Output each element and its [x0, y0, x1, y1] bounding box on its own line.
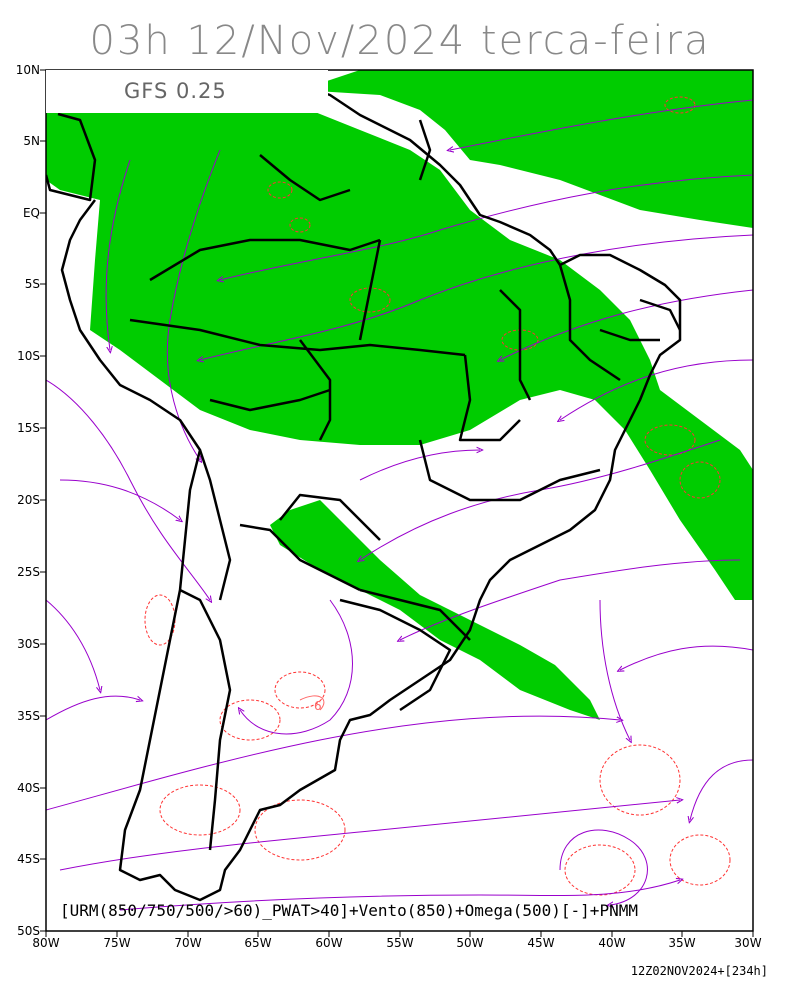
country-borders [46, 78, 682, 902]
lat-label: 10S [17, 349, 40, 363]
lon-label: 60W [315, 936, 343, 950]
product-legend: [URM(850/750/500/>60)_PWAT>40]+Vento(850… [60, 901, 638, 920]
lat-label: 40S [17, 781, 40, 795]
lon-label: 75W [103, 936, 131, 950]
model-label: GFS 0.25 [124, 79, 227, 103]
axis-ticks [40, 69, 754, 937]
lon-label: 80W [32, 936, 60, 950]
lon-label: 50W [456, 936, 484, 950]
lat-label: EQ [22, 206, 40, 220]
map-title: 03h 12/Nov/2024 terca-feira [89, 18, 711, 64]
lon-label: 55W [386, 936, 414, 950]
run-stamp: 12Z02NOV2024+[234h] [630, 964, 768, 978]
wind-streamlines [46, 99, 753, 911]
lat-label: 50S [17, 924, 40, 938]
lat-label: 15S [17, 421, 40, 435]
lon-label: 30W [734, 936, 762, 950]
lat-label: 5N [23, 134, 40, 148]
lat-label: 10N [15, 63, 40, 77]
humidity-field [46, 70, 753, 720]
omega-contours [144, 96, 731, 896]
model-box [46, 70, 328, 113]
lon-label: 70W [174, 936, 202, 950]
contour-six-trace [299, 695, 325, 711]
lon-label: 40W [598, 936, 626, 950]
lon-label: 45W [527, 936, 555, 950]
lat-label: 30S [17, 637, 40, 651]
lat-label: 20S [17, 493, 40, 507]
lat-label: 45S [17, 852, 40, 866]
lat-label: 5S [24, 277, 40, 291]
lat-label: 25S [17, 565, 40, 579]
lon-label: 65W [244, 936, 272, 950]
contour-value-label: 6 [314, 699, 322, 713]
lat-label: 35S [17, 709, 40, 723]
lon-label: 35W [668, 936, 696, 950]
